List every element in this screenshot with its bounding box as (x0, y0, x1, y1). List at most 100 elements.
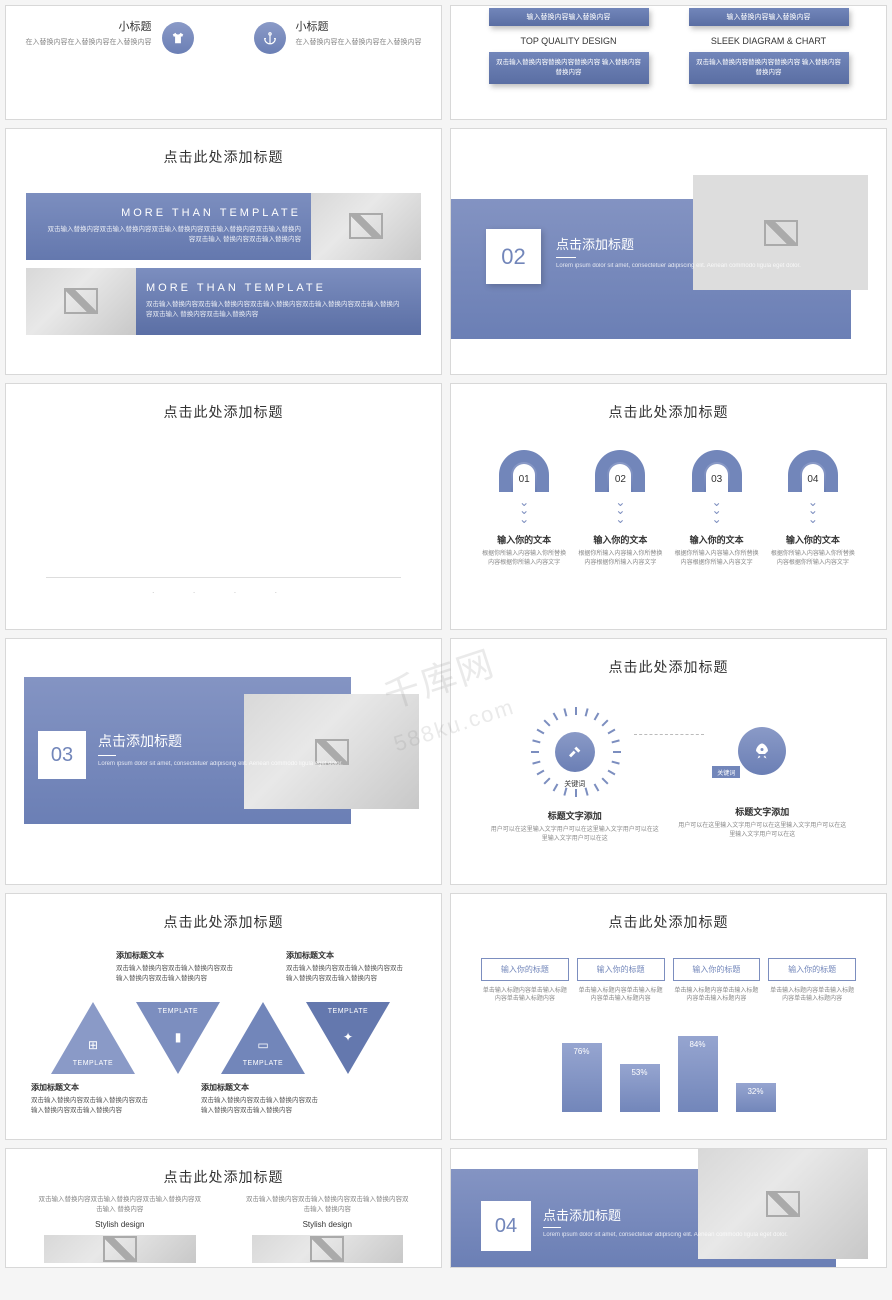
tab-label: 输入你的标题 (673, 958, 761, 981)
tag: Stylish design (244, 1220, 412, 1229)
desc: 在入替换内容在入替换内容在入替换内容 (26, 38, 152, 49)
box-bot: 双击输入替换内容替换内容替换内容 输入替换内容替换内容 (489, 52, 649, 84)
bar-chart (46, 458, 401, 578)
section-number: 04 (481, 1201, 531, 1251)
tick-ring: 关键词 (530, 707, 620, 797)
tab-desc: 单击输入标题内容单击输入标题内容单击输入标题内容 (481, 987, 569, 1004)
slide-7: 03 点击添加标题 Lorem ipsum dolor sit amet, co… (5, 638, 442, 885)
chevron-down-icon: ⌄⌄⌄ (674, 498, 760, 523)
desc: 双击输入替换内容双击输入替换内容双击输入替换内容双击输入 替换内容 (36, 1195, 204, 1216)
text-title: 添加标题文本 (31, 1082, 151, 1094)
section-number: 02 (486, 229, 541, 284)
triangle-icon: ⊞ (51, 1038, 135, 1052)
box-title: SLEEK DIAGRAM & CHART (689, 36, 849, 46)
rocket-icon: 关键词 (738, 727, 786, 775)
box-top: 输入替换内容输入替换内容 (489, 8, 649, 26)
tab-desc: 单击输入标题内容单击输入标题内容单击输入标题内容 (768, 987, 856, 1004)
slide-title: 点击此处添加标题 (451, 384, 886, 430)
photo-placeholder (44, 1235, 196, 1263)
item-desc: 根据你所输入内容输入你所替换内容根据你所输入内容文字 (577, 550, 663, 567)
body: 双击输入替换内容双击输入替换内容双击输入替换内容双击输入替换内容双击输入替换内容… (44, 225, 301, 246)
item-title: 标题文字添加 (678, 805, 847, 818)
percent-bar: 84% (678, 1036, 718, 1112)
photo-placeholder (698, 1149, 868, 1259)
hammer-icon (555, 732, 595, 772)
triangle-label: TEMPLATE (51, 1060, 135, 1067)
slide-10: 点击此处添加标题 输入你的标题单击输入标题内容单击输入标题内容单击输入标题内容输… (450, 893, 887, 1140)
item-title: 输入你的文本 (770, 533, 856, 546)
slide-title: 点击此处添加标题 (6, 1149, 441, 1195)
slide-4: 02 点击添加标题 Lorem ipsum dolor sit amet, co… (450, 128, 887, 375)
item-desc: 用户可以在这里输入文字用户可以在这里输入文字用户可以在这里输入文字用户可以在这 (678, 822, 847, 840)
heading: MORE THAN TEMPLATE (44, 207, 301, 219)
box-title: TOP QUALITY DESIGN (489, 36, 649, 46)
pager-dots: · · · · (6, 588, 441, 597)
anchor-icon (254, 22, 286, 54)
arch-icon: 01 (499, 450, 549, 492)
slide-8: 点击此处添加标题 关键词 标题文字添加 用户可以在这里输入文字用户可以在这里输入… (450, 638, 887, 885)
slide-title: 点击此处添加标题 (6, 384, 441, 430)
text-body: 双击输入替换内容双击输入替换内容双击输入替换内容双击输入替换内容 (286, 965, 403, 982)
body: 双击输入替换内容双击输入替换内容双击输入替换内容双击输入替换内容双击输入替换内容… (146, 300, 403, 321)
slide-5: 点击此处添加标题 · · · · (5, 383, 442, 630)
tab-label: 输入你的标题 (577, 958, 665, 981)
triangle-icon: ▮ (136, 1030, 220, 1044)
desc: 在入替换内容在入替换内容在入替换内容 (296, 38, 422, 49)
slide-title: 点击此处添加标题 (6, 129, 441, 175)
text-title: 添加标题文本 (286, 950, 406, 962)
item-desc: 根据你所输入内容输入你所替换内容根据你所输入内容文字 (674, 550, 760, 567)
slide-1: 小标题 在入替换内容在入替换内容在入替换内容 小标题 在入替换内容在入替换内容在… (5, 5, 442, 120)
item-title: 输入你的文本 (481, 533, 567, 546)
section-title: 点击添加标题 (543, 1205, 788, 1224)
triangle-label: TEMPLATE (136, 1008, 220, 1015)
slide-title: 点击此处添加标题 (451, 639, 886, 685)
item-title: 标题文字添加 (490, 809, 659, 822)
text-title: 添加标题文本 (201, 1082, 321, 1094)
section-sub: Lorem ipsum dolor sit amet, consectetuer… (556, 262, 801, 271)
triangle-label: TEMPLATE (306, 1008, 390, 1015)
shirt-icon (162, 22, 194, 54)
item-desc: 根据你所输入内容输入你所替换内容根据你所输入内容文字 (770, 550, 856, 567)
percent-bar: 76% (562, 1043, 602, 1111)
slide-title: 点击此处添加标题 (451, 894, 886, 940)
slide-11: 点击此处添加标题 双击输入替换内容双击输入替换内容双击输入替换内容双击输入 替换… (5, 1148, 442, 1268)
chevron-down-icon: ⌄⌄⌄ (770, 498, 856, 523)
slide-title: 点击此处添加标题 (6, 894, 441, 940)
arch-icon: 03 (692, 450, 742, 492)
slide-6: 点击此处添加标题 01 ⌄⌄⌄ 输入你的文本 根据你所输入内容输入你所替换内容根… (450, 383, 887, 630)
percent-bar: 32% (736, 1083, 776, 1112)
section-title: 点击添加标题 (98, 731, 343, 751)
tab-label: 输入你的标题 (481, 958, 569, 981)
subtitle: 小标题 (26, 18, 152, 34)
percent-bar: 53% (620, 1064, 660, 1112)
text-title: 添加标题文本 (116, 950, 236, 962)
item-title: 输入你的文本 (577, 533, 663, 546)
item-desc: 根据你所输入内容输入你所替换内容根据你所输入内容文字 (481, 550, 567, 567)
photo-placeholder (693, 175, 868, 290)
desc: 双击输入替换内容双击输入替换内容双击输入替换内容双击输入 替换内容 (244, 1195, 412, 1216)
section-sub: Lorem ipsum dolor sit amet, consectetuer… (543, 1231, 788, 1240)
keyword: 关键词 (712, 766, 740, 778)
tag: Stylish design (36, 1220, 204, 1229)
item-title: 输入你的文本 (674, 533, 760, 546)
photo-placeholder (311, 193, 421, 260)
item-desc: 用户可以在这里输入文字用户可以在这里输入文字用户可以在这里输入文字用户可以在这 (490, 826, 659, 844)
text-body: 双击输入替换内容双击输入替换内容双击输入替换内容双击输入替换内容 (116, 965, 233, 982)
text-body: 双击输入替换内容双击输入替换内容双击输入替换内容双击输入替换内容 (201, 1097, 318, 1114)
heading: MORE THAN TEMPLATE (146, 282, 403, 294)
slide-3: 点击此处添加标题 MORE THAN TEMPLATE 双击输入替换内容双击输入… (5, 128, 442, 375)
section-title: 点击添加标题 (556, 234, 801, 253)
tab-desc: 单击输入标题内容单击输入标题内容单击输入标题内容 (673, 987, 761, 1004)
slide-9: 点击此处添加标题 TEMPLATE⊞TEMPLATE▮TEMPLATE▭TEMP… (5, 893, 442, 1140)
slide-12: 04 点击添加标题 Lorem ipsum dolor sit amet, co… (450, 1148, 887, 1268)
photo-placeholder (252, 1235, 404, 1263)
triangle-icon: ✦ (306, 1030, 390, 1044)
box-top: 输入替换内容输入替换内容 (689, 8, 849, 26)
photo-placeholder (26, 268, 136, 335)
section-number: 03 (38, 731, 86, 779)
arch-icon: 02 (595, 450, 645, 492)
box-bot: 双击输入替换内容替换内容替换内容 输入替换内容替换内容 (689, 52, 849, 84)
section-sub: Lorem ipsum dolor sit amet, consectetuer… (98, 760, 343, 769)
tab-desc: 单击输入标题内容单击输入标题内容单击输入标题内容 (577, 987, 665, 1004)
tab-label: 输入你的标题 (768, 958, 856, 981)
